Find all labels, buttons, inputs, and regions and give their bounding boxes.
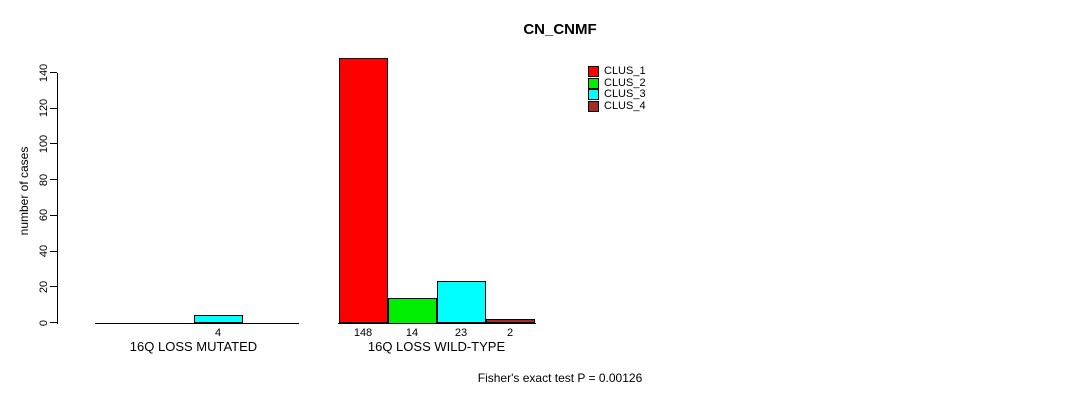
bar-clus-3 — [193, 315, 243, 324]
legend-label: CLUS_1 — [604, 65, 646, 77]
y-axis-tick-label: 0 — [38, 319, 50, 326]
legend-swatch-clus-2 — [588, 77, 599, 89]
y-axis-tick — [50, 322, 57, 323]
y-axis-tick-label: 80 — [38, 173, 50, 186]
legend-label: CLUS_2 — [604, 76, 646, 89]
y-axis-line — [57, 72, 58, 324]
chart-title: CN_CNMF — [523, 21, 597, 38]
bar-value-label: 2 — [506, 327, 514, 339]
bar-clus-1 — [338, 58, 388, 324]
y-axis-tick-label: 120 — [38, 99, 50, 118]
bar-value-label: 4 — [214, 327, 222, 339]
bar-value-label: 148 — [353, 327, 373, 339]
y-axis-tick-label: 60 — [38, 209, 50, 222]
legend-swatch-clus-4 — [588, 100, 599, 112]
bar-value-label: 23 — [454, 327, 468, 339]
y-axis-tick-label: 140 — [38, 63, 50, 82]
bar-value-label: 14 — [405, 327, 419, 339]
bar-clus-4 — [485, 318, 535, 324]
fisher-test-annotation: Fisher's exact test P = 0.00126 — [477, 371, 643, 385]
y-axis-tick — [50, 214, 57, 216]
y-axis-tick-label: 20 — [38, 280, 50, 293]
y-axis-tick — [50, 72, 57, 73]
bar-clus-2 — [387, 297, 437, 324]
y-axis-tick — [50, 250, 57, 252]
bar-clus-3 — [436, 281, 486, 324]
y-axis-label: number of cases — [17, 146, 31, 236]
x-axis-group-label: 16Q LOSS WILD-TYPE — [367, 339, 506, 354]
y-axis-tick — [50, 143, 57, 145]
y-axis-tick — [50, 286, 57, 288]
legend-swatch-clus-3 — [588, 89, 599, 100]
legend-label: CLUS_4 — [604, 99, 646, 112]
legend-swatch-clus-1 — [588, 66, 599, 77]
y-axis-tick-label: 40 — [38, 244, 50, 258]
y-axis-tick — [50, 107, 57, 109]
y-axis-tick-label: 100 — [38, 134, 50, 154]
x-axis-group-label: 16Q LOSS MUTATED — [129, 339, 258, 354]
legend-label: CLUS_3 — [604, 88, 646, 100]
y-axis-tick — [50, 179, 57, 181]
